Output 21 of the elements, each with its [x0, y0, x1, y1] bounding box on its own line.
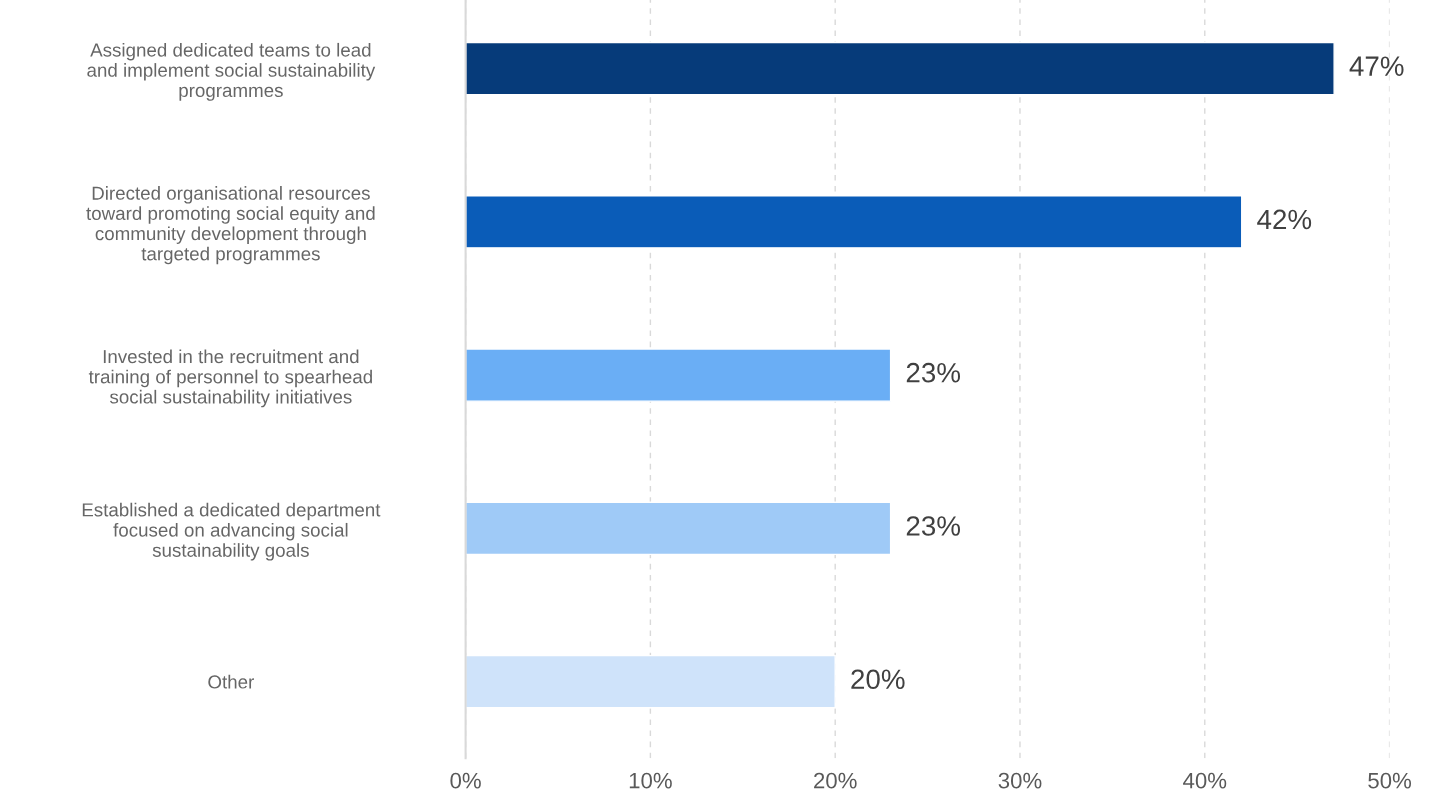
y-tick-label: Established a dedicated department focused on advancing social sustainability goals — [82, 502, 381, 561]
data-label: 23% — [906, 516, 961, 536]
x-tick-label: 50% — [1368, 772, 1412, 789]
data-label: 23% — [906, 362, 961, 383]
bar — [465, 41, 1335, 96]
bar — [465, 348, 892, 402]
y-tick-label: Invested in the recruitment and training of personnel to spearhead social sustainability initiatives — [88, 349, 372, 408]
y-tick-label: Directed organisational resources toward promoting social equity and community development through targeted programmes — [86, 186, 375, 265]
bar — [465, 195, 1243, 249]
data-label: 20% — [851, 669, 905, 690]
x-tick-label: 20% — [814, 772, 857, 789]
x-tick-label: 40% — [1183, 772, 1227, 789]
x-tick-label: 30% — [998, 772, 1042, 789]
y-tick-label: Other — [208, 674, 254, 689]
bar — [465, 654, 836, 709]
data-label: 42% — [1257, 209, 1312, 230]
x-tick-label: 0% — [450, 772, 481, 789]
x-tick-label: 10% — [629, 772, 672, 789]
y-tick-label: Assigned dedicated teams to lead and implement social sustainability programmes — [87, 42, 376, 101]
data-label: 47% — [1349, 56, 1404, 76]
bar — [465, 501, 892, 556]
